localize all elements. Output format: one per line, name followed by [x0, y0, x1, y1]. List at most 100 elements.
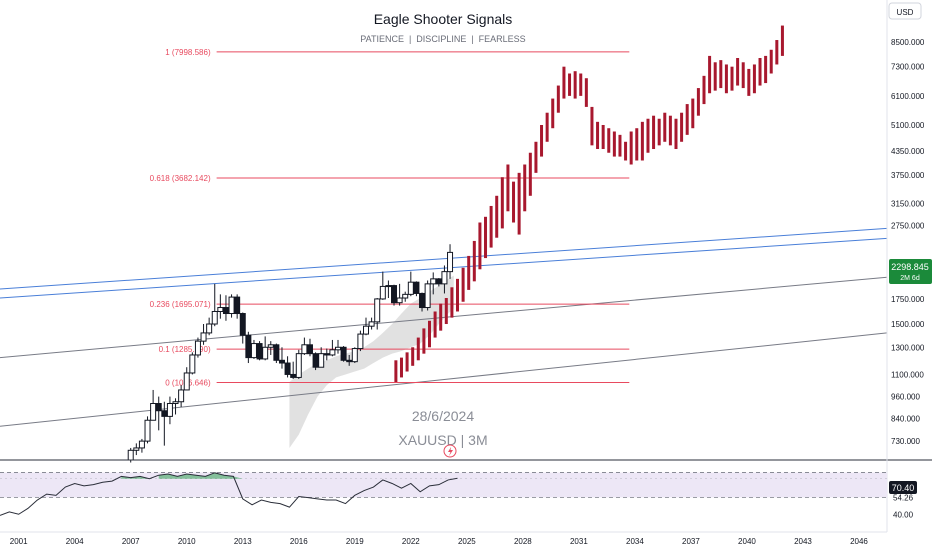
- projection-bar: [601, 124, 605, 150]
- fib-label-2: 0.236 (1695.071): [150, 300, 211, 309]
- rsi-badge-value: 70.40: [892, 483, 915, 493]
- projection-bar: [472, 240, 476, 282]
- candle-body: [402, 293, 409, 299]
- projection-bar: [512, 181, 516, 223]
- candle: [166, 396, 173, 425]
- time-tick-label: 2034: [626, 537, 644, 546]
- time-tick-label: 2007: [122, 537, 140, 546]
- price-tick-label: 960.000: [891, 393, 920, 402]
- candle-body: [407, 281, 414, 295]
- rsi-pane[interactable]: [0, 472, 887, 516]
- candle: [323, 348, 330, 361]
- candle: [357, 330, 364, 352]
- candle-body: [273, 344, 280, 361]
- channel-line-1[interactable]: [0, 237, 888, 299]
- projection-bar: [562, 66, 566, 99]
- candle-body: [161, 410, 168, 417]
- projection-bar: [730, 66, 734, 91]
- candle: [346, 354, 353, 366]
- projection-bar: [478, 222, 482, 270]
- projection-bar: [461, 267, 465, 302]
- candle: [385, 280, 392, 299]
- candle-body: [346, 359, 353, 363]
- candle: [183, 367, 190, 391]
- candle: [133, 443, 140, 456]
- candle-body: [391, 285, 398, 304]
- time-tick-label: 2043: [794, 537, 812, 546]
- projection-bar: [500, 177, 504, 229]
- channel-line-3[interactable]: [0, 332, 888, 427]
- candle: [306, 338, 313, 357]
- watermark-symbol: XAUUSD | 3M: [398, 432, 487, 448]
- candle-body: [357, 333, 364, 350]
- projection-bar: [399, 357, 403, 378]
- projection-bar: [764, 55, 768, 84]
- candle-body: [334, 346, 341, 351]
- projection-bar: [456, 278, 460, 312]
- candle: [239, 312, 246, 344]
- projection-bar: [657, 118, 661, 146]
- channel-line-2[interactable]: [0, 276, 888, 359]
- projection-bar: [719, 60, 723, 89]
- candlesticks: [127, 244, 454, 463]
- rsi-axis[interactable]: 54.26 40.00: [893, 493, 914, 519]
- projection-bar: [596, 121, 600, 150]
- projection-bar: [612, 131, 616, 157]
- candle-body: [351, 348, 358, 363]
- candle: [234, 294, 241, 319]
- price-tick-label: 840.000: [891, 414, 920, 423]
- price-tick-label: 2750.000: [891, 221, 925, 230]
- candle: [419, 292, 426, 312]
- channel-line-0[interactable]: [0, 227, 888, 290]
- candle-body: [267, 344, 274, 348]
- channel-lines: [0, 227, 888, 427]
- candle-body: [430, 278, 437, 285]
- candle: [189, 352, 196, 375]
- candle-body: [284, 362, 291, 375]
- candle: [150, 389, 157, 421]
- time-tick-label: 2016: [290, 537, 308, 546]
- candle-body: [447, 251, 454, 273]
- currency-button[interactable]: USD: [888, 2, 922, 20]
- header: Eagle Shooter Signals PATIENCE | DISCIPL…: [360, 11, 525, 44]
- candle-body: [256, 343, 263, 360]
- candle: [441, 265, 448, 294]
- projection-bar: [517, 172, 521, 235]
- candle: [161, 401, 168, 446]
- time-axis[interactable]: 2001 2004 2007 2010 2013 2016 2019 2022 2025 2028…: [10, 537, 869, 546]
- projection-bar: [584, 78, 588, 107]
- candle: [217, 294, 224, 319]
- candle-body: [295, 353, 302, 378]
- projection-bar: [607, 128, 611, 153]
- candle: [334, 339, 341, 354]
- projection-bar: [752, 64, 756, 94]
- projection-bar: [646, 118, 650, 153]
- projection-bar: [450, 287, 454, 318]
- cloud-area: [289, 275, 454, 448]
- projection-bar: [663, 112, 667, 142]
- fib-label-0: 1 (7998.586): [165, 48, 211, 57]
- projection-bar: [573, 71, 577, 99]
- rsi-line[interactable]: [0, 472, 458, 516]
- projection-bar: [394, 360, 398, 383]
- candle-body: [206, 323, 213, 334]
- chart-title: Eagle Shooter Signals: [374, 11, 513, 27]
- projection-bar: [422, 328, 426, 354]
- flash-icon[interactable]: [443, 444, 457, 458]
- rsi-tick-label: 40.00: [893, 510, 914, 519]
- projection-bar: [691, 98, 695, 129]
- fib-label-3: 0.1 (1285.590): [159, 345, 211, 354]
- price-tick-label: 6100.000: [891, 92, 925, 101]
- candle-body: [318, 353, 325, 368]
- candle: [194, 337, 201, 358]
- candle: [222, 295, 229, 321]
- candle: [329, 339, 336, 357]
- candle-body: [245, 334, 252, 359]
- time-tick-label: 2010: [178, 537, 196, 546]
- candle: [424, 280, 431, 311]
- candle-body: [424, 283, 431, 309]
- candle: [363, 317, 370, 336]
- candle: [402, 291, 409, 302]
- candle: [262, 336, 269, 361]
